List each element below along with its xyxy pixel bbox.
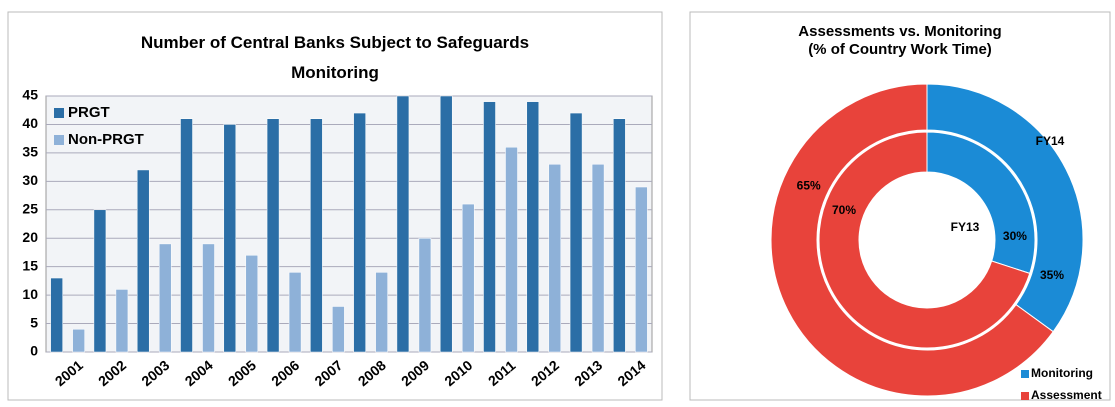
bar [548, 164, 562, 353]
bar [72, 328, 85, 353]
bar [635, 186, 648, 353]
y-tick-label: 10 [22, 286, 38, 302]
ring-label: FY13 [951, 220, 980, 234]
bar [115, 289, 129, 353]
bar [396, 95, 410, 353]
bar [526, 101, 540, 353]
bar [613, 118, 626, 353]
doughnut-segment [926, 131, 1036, 275]
bar [50, 277, 63, 353]
legend-swatch [1021, 392, 1029, 400]
y-tick-label: 40 [22, 115, 38, 131]
chart-title: Number of Central Banks Subject to Safeg… [141, 33, 529, 82]
bar [375, 272, 388, 353]
doughnut-segment [770, 83, 1054, 397]
doughnut-segment [818, 131, 1031, 349]
bar [591, 164, 605, 353]
y-tick-label: 15 [22, 257, 38, 273]
bar [180, 118, 193, 353]
bar [353, 112, 366, 353]
data-label: 35% [1040, 268, 1064, 282]
bar [483, 101, 496, 353]
y-tick-label: 20 [22, 229, 38, 245]
bar [202, 243, 215, 353]
y-tick-label: 45 [22, 87, 38, 103]
bar [418, 237, 432, 353]
data-label: 70% [832, 203, 856, 217]
legend-swatch [1021, 370, 1029, 378]
legend-label: Non-PRGT [68, 131, 144, 148]
bar [245, 255, 259, 353]
y-tick-label: 25 [22, 200, 38, 216]
bar [158, 243, 172, 353]
data-label: 30% [1003, 229, 1027, 243]
bar [93, 209, 107, 353]
bar [461, 203, 475, 353]
ring-label: FY14 [1036, 134, 1065, 148]
bar [439, 95, 453, 353]
legend-label: PRGT [68, 104, 110, 121]
data-label: 65% [797, 178, 821, 192]
legend-label: Assessment [1031, 388, 1102, 402]
chart-title: Assessments vs. Monitoring [798, 23, 1001, 40]
chart-title: (% of Country Work Time) [808, 41, 992, 58]
legend-label: Monitoring [1031, 366, 1093, 380]
y-tick-label: 0 [30, 343, 38, 359]
bar [505, 146, 518, 353]
bar [136, 169, 150, 353]
y-tick-label: 30 [22, 172, 38, 188]
legend-swatch [54, 135, 64, 145]
legend-swatch [54, 108, 64, 118]
y-tick-label: 5 [30, 314, 38, 330]
bar [288, 272, 302, 353]
bar [223, 124, 237, 353]
bar [332, 306, 345, 353]
doughnut-segment [926, 83, 1084, 333]
bar [310, 118, 323, 353]
bar [266, 118, 280, 353]
bar [569, 112, 583, 353]
y-tick-label: 35 [22, 144, 38, 160]
